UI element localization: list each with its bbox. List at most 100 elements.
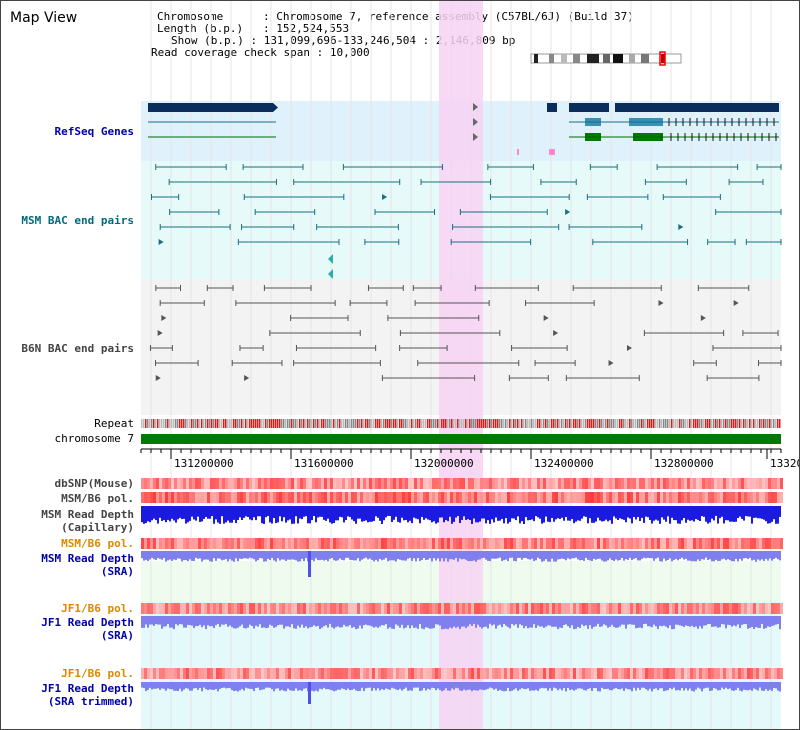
jf1-depth-trim: [567, 682, 569, 688]
jf1-b6-pol-strip: [465, 603, 468, 614]
jf1-b6-pol-2-strip: [183, 668, 186, 679]
jf1-b6-pol-2-strip: [732, 668, 735, 679]
msm-depth-cap: [173, 506, 175, 521]
msm-depth-cap: [313, 506, 315, 516]
repeat-mark: [719, 419, 721, 428]
dbsnp-strip: [600, 478, 603, 489]
axis-tick-label: 131200000: [174, 457, 234, 470]
jf1-depth-trim: [565, 682, 567, 692]
dbsnp-strip: [426, 478, 429, 489]
msm-b6-pol-2-label[interactable]: MSM/B6 pol.: [61, 537, 134, 550]
jf1-b6-pol-2-strip: [147, 668, 150, 679]
msm-depth-sra: [541, 551, 543, 562]
jf1-depth-sra: [351, 616, 353, 628]
msm-bac-label[interactable]: MSM BAC end pairs: [21, 214, 134, 227]
jf1-depth-trim: [451, 682, 453, 689]
jf1-depth-sra: [147, 616, 149, 628]
repeat-mark: [641, 419, 643, 428]
msm-depth-cap: [517, 506, 519, 517]
jf1-depth-trim: [647, 682, 649, 691]
repeat-mark: [615, 419, 617, 428]
repeat-mark: [289, 419, 291, 428]
jf1-read-depth-sra-label[interactable]: JF1 Read Depth: [41, 616, 134, 629]
jf1-b6-pol-strip: [456, 603, 459, 614]
jf1-b6-pol-2-strip: [741, 668, 744, 679]
msm-depth-sra: [741, 551, 743, 561]
jf1-depth-trim: [257, 682, 259, 688]
jf1-depth-sra: [489, 616, 491, 624]
dbsnp-strip: [399, 478, 402, 489]
jf1-b6-pol-2-strip: [201, 668, 204, 679]
repeat-mark: [457, 419, 459, 428]
jf1-depth-trim: [199, 682, 201, 688]
jf1-depth-sra: [383, 616, 385, 626]
dbsnp-strip: [570, 478, 573, 489]
msm-depth-sra: [495, 551, 497, 559]
msm-depth-cap: [537, 506, 539, 518]
repeat-mark: [527, 419, 529, 428]
jf1-depth-sra: [347, 616, 349, 627]
b6n-bac-label[interactable]: B6N BAC end pairs: [21, 342, 134, 355]
jf1-depth-sra: [277, 616, 279, 626]
msm-depth-sra: [159, 551, 161, 559]
msm-read-depth-cap-label[interactable]: MSM Read Depth: [41, 508, 134, 521]
msm-b6-pol-label[interactable]: MSM/B6 pol.: [61, 492, 134, 505]
dbsnp-strip: [759, 478, 762, 489]
msm-depth-sra: [507, 551, 509, 562]
dbsnp-label[interactable]: dbSNP(Mouse): [54, 477, 134, 490]
msm-b6-pol-2-strip: [156, 538, 159, 549]
refseq-genes-label[interactable]: RefSeq Genes: [54, 125, 134, 138]
msm-b6-pol-strip: [168, 492, 171, 503]
dbsnp-strip: [708, 478, 711, 489]
jf1-depth-trim: [543, 682, 545, 689]
dbsnp-strip: [549, 478, 552, 489]
jf1-b6-pol-strip: [147, 603, 150, 614]
jf1-depth-sra: [541, 616, 543, 627]
jf1-b6-pol-strip: [516, 603, 519, 614]
dbsnp-strip: [366, 478, 369, 489]
msm-depth-sra: [489, 551, 491, 562]
msm-b6-pol-2-strip: [417, 538, 420, 549]
msm-b6-pol-2-strip: [207, 538, 210, 549]
jf1-b6-pol-2-label[interactable]: JF1/B6 pol.: [61, 667, 134, 680]
jf1-b6-pol-strip: [450, 603, 453, 614]
jf1-b6-pol-2-strip: [459, 668, 462, 679]
msm-depth-cap: [673, 506, 675, 521]
repeat-mark: [303, 419, 305, 428]
jf1-depth-sra: [483, 616, 485, 627]
msm-depth-cap: [343, 506, 345, 523]
msm-b6-pol-strip: [336, 492, 339, 503]
msm-depth-cap: [277, 506, 279, 523]
msm-read-depth-sra-label[interactable]: MSM Read Depth: [41, 552, 134, 565]
jf1-depth-sra: [229, 616, 231, 626]
msm-depth-sra: [567, 551, 569, 559]
repeat-mark: [737, 419, 739, 428]
msm-depth-cap: [667, 506, 669, 517]
jf1-b6-pol-2-strip: [234, 668, 237, 679]
repeat-mark: [213, 419, 215, 428]
msm-depth-cap: [213, 506, 215, 524]
msm-depth-sra: [731, 551, 733, 562]
jf1-read-depth-trim-label[interactable]: JF1 Read Depth: [41, 682, 134, 695]
msm-b6-pol-strip: [438, 492, 441, 503]
msm-depth-cap: [605, 506, 607, 520]
dbsnp-strip: [153, 478, 156, 489]
repeat-mark: [747, 419, 749, 428]
msm-b6-pol-2-strip: [309, 538, 312, 549]
jf1-depth-sra: [181, 616, 183, 625]
repeat-mark: [755, 419, 757, 428]
msm-depth-cap: [149, 506, 151, 523]
msm-b6-pol-strip: [189, 492, 192, 503]
jf1-b6-pol-label[interactable]: JF1/B6 pol.: [61, 602, 134, 615]
repeat-mark: [339, 419, 341, 428]
msm-depth-sra: [367, 551, 369, 560]
jf1-depth-trim: [213, 682, 215, 691]
jf1-b6-pol-strip: [204, 603, 207, 614]
msm-depth-sra: [493, 551, 495, 559]
jf1-b6-pol-2-strip: [669, 668, 672, 679]
repeat-mark: [749, 419, 751, 428]
msm-b6-pol-2-strip: [780, 538, 783, 549]
dbsnp-strip: [393, 478, 396, 489]
jf1-b6-pol-2-strip: [702, 668, 705, 679]
